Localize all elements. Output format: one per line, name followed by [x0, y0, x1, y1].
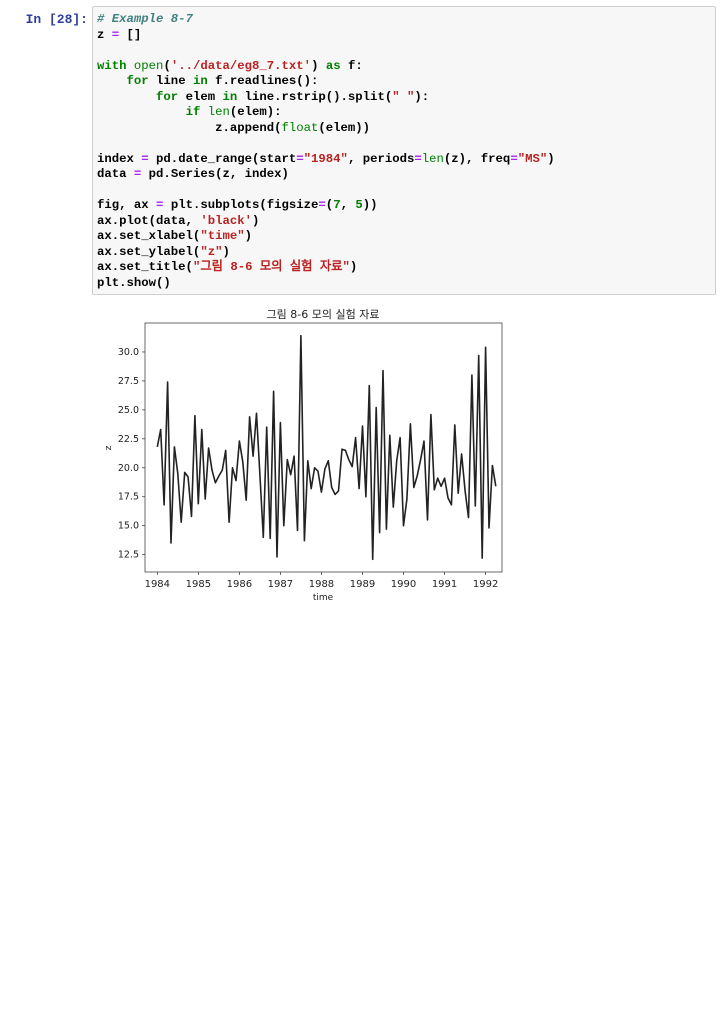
code-token: =	[156, 198, 164, 212]
code-token	[97, 90, 156, 104]
code-token: "time"	[200, 229, 245, 243]
code-token: =	[111, 27, 120, 42]
code-token: ax.plot(data,	[97, 213, 201, 228]
x-tick-label: 1987	[268, 579, 293, 590]
x-tick-label: 1984	[145, 579, 170, 590]
code-token: plt.show()	[97, 275, 171, 290]
code-token: z.append(	[97, 120, 282, 135]
code-token: )	[311, 58, 326, 73]
y-tick-label: 25.0	[118, 405, 139, 416]
code-token: ax.set_xlabel(	[97, 229, 201, 243]
code-token: )	[244, 229, 252, 243]
y-axis: 12.5 15.0 17.5 20.0 22.5 25.0 27.5 30.0	[118, 347, 145, 561]
code-token: =	[296, 151, 304, 166]
x-axis-label: time	[313, 593, 334, 603]
code-token: open	[133, 58, 164, 73]
code-token: "MS"	[517, 151, 548, 166]
y-tick-label: 15.0	[118, 521, 139, 532]
y-tick-label: 27.5	[118, 376, 139, 387]
code-token: (	[325, 198, 334, 212]
code-token	[97, 105, 186, 119]
y-tick-label: 12.5	[118, 550, 139, 561]
code-token: , periods	[347, 151, 415, 166]
code-token: ))	[362, 198, 378, 212]
code-token: =	[133, 167, 142, 181]
code-token: "1984"	[303, 151, 348, 166]
code-token: )	[349, 260, 358, 274]
x-tick-label: 1989	[350, 579, 375, 590]
code-token: for	[156, 89, 179, 104]
code-token: line	[148, 74, 193, 88]
x-tick-label: 1992	[473, 579, 498, 590]
code-token: fig, ax	[97, 198, 157, 212]
x-tick-label: 1990	[391, 579, 416, 590]
code-token: for	[126, 74, 149, 88]
code-token: 5	[355, 198, 363, 212]
code-token	[200, 105, 207, 119]
code-token	[97, 74, 127, 88]
x-tick-label: 1988	[309, 579, 334, 590]
code-token: "z"	[200, 244, 223, 259]
code-token: ax.set_title(	[97, 260, 193, 274]
code-token: []	[119, 27, 142, 42]
y-tick-label: 22.5	[118, 434, 139, 445]
input-prompt: In [28]:	[25, 12, 88, 27]
code-token: ):	[414, 89, 430, 104]
code-token: len	[421, 151, 444, 166]
code-token: (z), freq	[443, 151, 511, 166]
code-token: plt.subplots(figsize	[163, 198, 319, 212]
code-token: )	[222, 244, 230, 259]
code-token: pd.date_range(start	[148, 151, 297, 166]
code-token: # Example 8-7	[97, 12, 193, 26]
line-chart: 그림 8-6 모의 실험 자료 12.5 15.0 17.5 20.0 22.5 25.0…	[104, 308, 503, 603]
code-token: data	[97, 167, 134, 181]
code-editor[interactable]: # Example 8-7 z = [] with open('../data/…	[93, 7, 715, 291]
x-tick-label: 1991	[432, 579, 457, 590]
code-token: pd.Series(z, index)	[141, 167, 289, 181]
code-token: =	[141, 151, 149, 166]
code-token: with	[97, 58, 127, 73]
code-token: 7	[333, 198, 341, 212]
code-token: =	[318, 198, 326, 212]
code-token: f:	[340, 58, 363, 73]
code-token: " "	[392, 89, 415, 104]
code-token: '../data/eg8_7.txt'	[170, 58, 312, 73]
chart-title: 그림 8-6 모의 실험 자료	[267, 308, 380, 321]
x-tick-label: 1985	[186, 579, 211, 590]
code-token: index	[97, 151, 142, 166]
code-token: "그림 8-6 모의 실험 자료"	[192, 260, 350, 274]
code-token: =	[414, 151, 422, 166]
code-token: (elem))	[318, 120, 371, 135]
code-token: ax.set_ylabel(	[97, 244, 201, 259]
code-token: )	[251, 213, 260, 228]
y-axis-label: z	[104, 445, 114, 450]
x-axis: 1984 1985 1986 1987 1988 1989 1990 1991 1992	[145, 572, 498, 590]
cell-output: 그림 8-6 모의 실험 자료 12.5 15.0 17.5 20.0 22.5 25.0…	[92, 300, 522, 610]
code-token: float	[281, 120, 319, 135]
x-tick-label: 1986	[227, 579, 252, 590]
series-line	[156, 334, 497, 561]
code-token: 'black'	[200, 213, 252, 228]
code-token: len	[207, 105, 230, 119]
code-token: if	[185, 105, 201, 119]
y-tick-label: 17.5	[118, 492, 139, 503]
code-token: in	[192, 74, 208, 88]
code-cell-input[interactable]: # Example 8-7 z = [] with open('../data/…	[92, 6, 716, 295]
code-token: ,	[340, 198, 356, 212]
code-token: (	[163, 58, 171, 73]
code-token: elem	[178, 89, 223, 104]
y-tick-label: 20.0	[118, 463, 139, 474]
code-token: =	[510, 151, 518, 166]
code-token: as	[325, 58, 341, 73]
code-token	[127, 59, 134, 73]
plot-area	[144, 322, 503, 573]
code-token: in	[222, 89, 238, 104]
code-token: )	[547, 151, 555, 166]
code-token: f.readlines():	[207, 74, 319, 88]
code-token: z	[97, 27, 112, 42]
code-token: line.rstrip().split(	[237, 89, 393, 104]
y-tick-label: 30.0	[118, 347, 139, 358]
code-token: (elem):	[229, 105, 282, 119]
